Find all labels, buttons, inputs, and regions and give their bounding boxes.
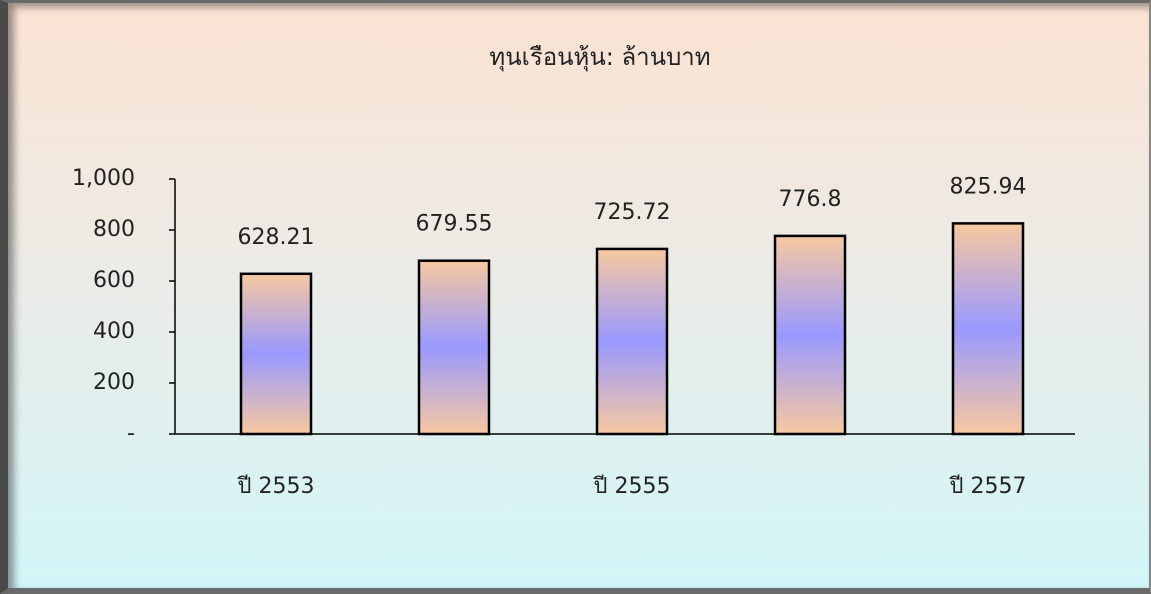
x-tick-label: ปี 2555 (592, 474, 670, 499)
x-tick-label: ปี 2557 (948, 474, 1026, 499)
y-tick-label: - (127, 421, 135, 446)
value-label: 679.55 (416, 212, 493, 237)
value-label: 725.72 (594, 200, 671, 225)
bar (595, 247, 669, 436)
bar (951, 222, 1025, 436)
bar (773, 234, 847, 436)
bar (239, 272, 313, 436)
value-label: 825.94 (950, 174, 1027, 199)
value-label: 776.8 (779, 187, 842, 212)
value-label: 628.21 (238, 225, 315, 250)
bar (417, 259, 491, 436)
chart-title: ทุนเรือนหุ้น: ล้านบาท (489, 43, 710, 72)
y-tick-label: 600 (93, 268, 135, 293)
x-tick-label: ปี 2553 (236, 474, 314, 499)
y-tick-label: 1,000 (72, 166, 135, 191)
y-tick-label: 200 (93, 370, 135, 395)
y-tick-label: 800 (93, 217, 135, 242)
y-tick-label: 400 (93, 319, 135, 344)
